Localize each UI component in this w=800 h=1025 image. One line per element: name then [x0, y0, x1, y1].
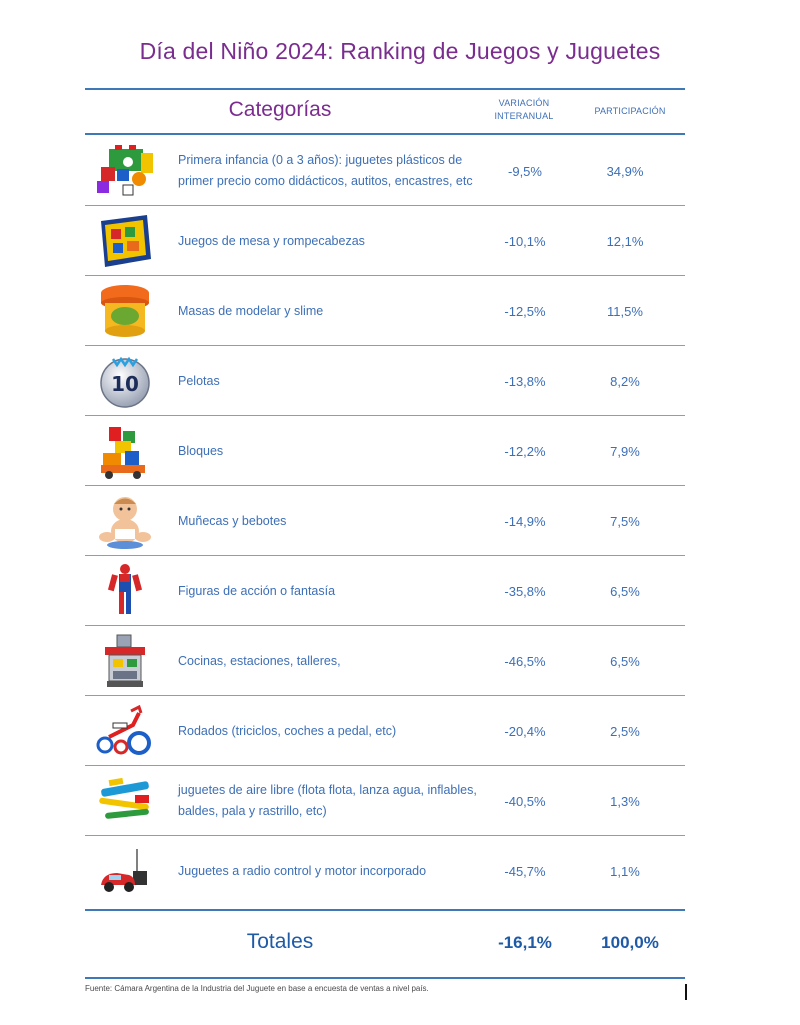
row-label: Juguetes a radio control y motor incorpo… — [178, 863, 427, 878]
row-participation: 1,3% — [610, 793, 640, 809]
row-label: Figuras de acción o fantasía — [178, 583, 336, 598]
board-game-icon — [95, 211, 155, 271]
row-participation: 11,5% — [607, 303, 643, 319]
row-participation: 1,1% — [610, 863, 640, 879]
table-row: 10 Pelotas -13,8% 8,2% — [85, 346, 685, 416]
row-divider — [85, 555, 685, 556]
rc-car-icon — [95, 841, 155, 901]
row-divider — [85, 695, 685, 696]
text-cursor — [685, 984, 687, 1000]
row-variation: -14,9% — [504, 513, 546, 529]
row-divider — [85, 765, 685, 766]
totals-top-rule — [85, 909, 685, 911]
row-divider — [85, 275, 685, 276]
totals-bottom-rule — [85, 977, 685, 979]
table-row: Figuras de acción o fantasía -35,8% 6,5% — [85, 556, 685, 626]
row-participation: 6,5% — [610, 583, 640, 599]
dough-tub-icon — [95, 281, 155, 341]
totals-participation: 100,0% — [601, 933, 659, 952]
row-variation: -13,8% — [504, 373, 546, 389]
row-divider — [85, 625, 685, 626]
row-label: Pelotas — [178, 373, 220, 388]
tricycle-icon — [95, 701, 155, 761]
row-participation: 6,5% — [610, 653, 640, 669]
row-divider — [85, 205, 685, 206]
row-participation: 7,9% — [610, 443, 640, 459]
row-participation: 12,1% — [606, 233, 644, 249]
page-title: Día del Niño 2024: Ranking de Juegos y J… — [139, 38, 661, 64]
table-row: Rodados (triciclos, coches a pedal, etc)… — [85, 696, 685, 766]
row-label: Juegos de mesa y rompecabezas — [178, 233, 365, 248]
ball-icon: 10 — [95, 351, 155, 411]
row-label: juguetes de aire libre (flota flota, lan… — [178, 783, 477, 818]
header-categories: Categorías — [228, 98, 332, 121]
header-variation: VARIACIÓN INTERANUAL — [494, 98, 554, 121]
row-variation: -20,4% — [504, 723, 546, 739]
row-participation: 7,5% — [610, 513, 640, 529]
row-label: Primera infancia (0 a 3 años): juguetes … — [178, 153, 473, 188]
baby-toy-icon — [95, 141, 155, 201]
table-row: Cocinas, estaciones, talleres, -46,5% 6,… — [85, 626, 685, 696]
row-variation: -9,5% — [508, 163, 542, 179]
table-row: Primera infancia (0 a 3 años): juguetes … — [85, 136, 685, 206]
row-variation: -35,8% — [504, 583, 546, 599]
row-label: Rodados (triciclos, coches a pedal, etc) — [178, 723, 397, 738]
row-variation: -12,2% — [504, 443, 546, 459]
ball-number: 10 — [111, 372, 139, 396]
row-divider — [85, 345, 685, 346]
totals-variation: -16,1% — [498, 933, 552, 952]
row-variation: -40,5% — [504, 793, 546, 809]
row-label: Muñecas y bebotes — [178, 513, 287, 528]
row-participation: 8,2% — [610, 373, 640, 389]
row-divider — [85, 835, 685, 836]
toy-kitchen-icon — [95, 631, 155, 691]
blocks-icon — [95, 421, 155, 481]
row-participation: 2,5% — [610, 723, 640, 739]
table-row: juguetes de aire libre (flota flota, lan… — [85, 766, 685, 836]
row-participation: 34,9% — [606, 163, 644, 179]
row-variation: -45,7% — [504, 863, 546, 879]
action-figure-icon — [95, 561, 155, 621]
outdoor-toys-icon — [95, 771, 155, 831]
row-label: Cocinas, estaciones, talleres, — [178, 653, 341, 668]
row-variation: -10,1% — [504, 233, 546, 249]
row-divider — [85, 415, 685, 416]
row-divider — [85, 485, 685, 486]
row-label: Masas de modelar y slime — [178, 303, 324, 318]
table-row: Juguetes a radio control y motor incorpo… — [85, 836, 685, 906]
source-note: Fuente: Cámara Argentina de la Industria… — [85, 984, 429, 993]
header-participation: PARTICIPACIÓN — [594, 106, 666, 116]
table-row: Bloques -12,2% 7,9% — [85, 416, 685, 486]
header-bottom-rule — [85, 133, 685, 135]
table-row: Muñecas y bebotes -14,9% 7,5% — [85, 486, 685, 556]
table-row: Masas de modelar y slime -12,5% 11,5% — [85, 276, 685, 346]
header-top-rule — [85, 88, 685, 90]
table-row: Juegos de mesa y rompecabezas -10,1% 12,… — [85, 206, 685, 276]
row-variation: -46,5% — [504, 653, 546, 669]
doll-icon — [95, 491, 155, 551]
row-label: Bloques — [178, 443, 224, 458]
row-variation: -12,5% — [504, 303, 546, 319]
totals-label: Totales — [246, 930, 314, 953]
